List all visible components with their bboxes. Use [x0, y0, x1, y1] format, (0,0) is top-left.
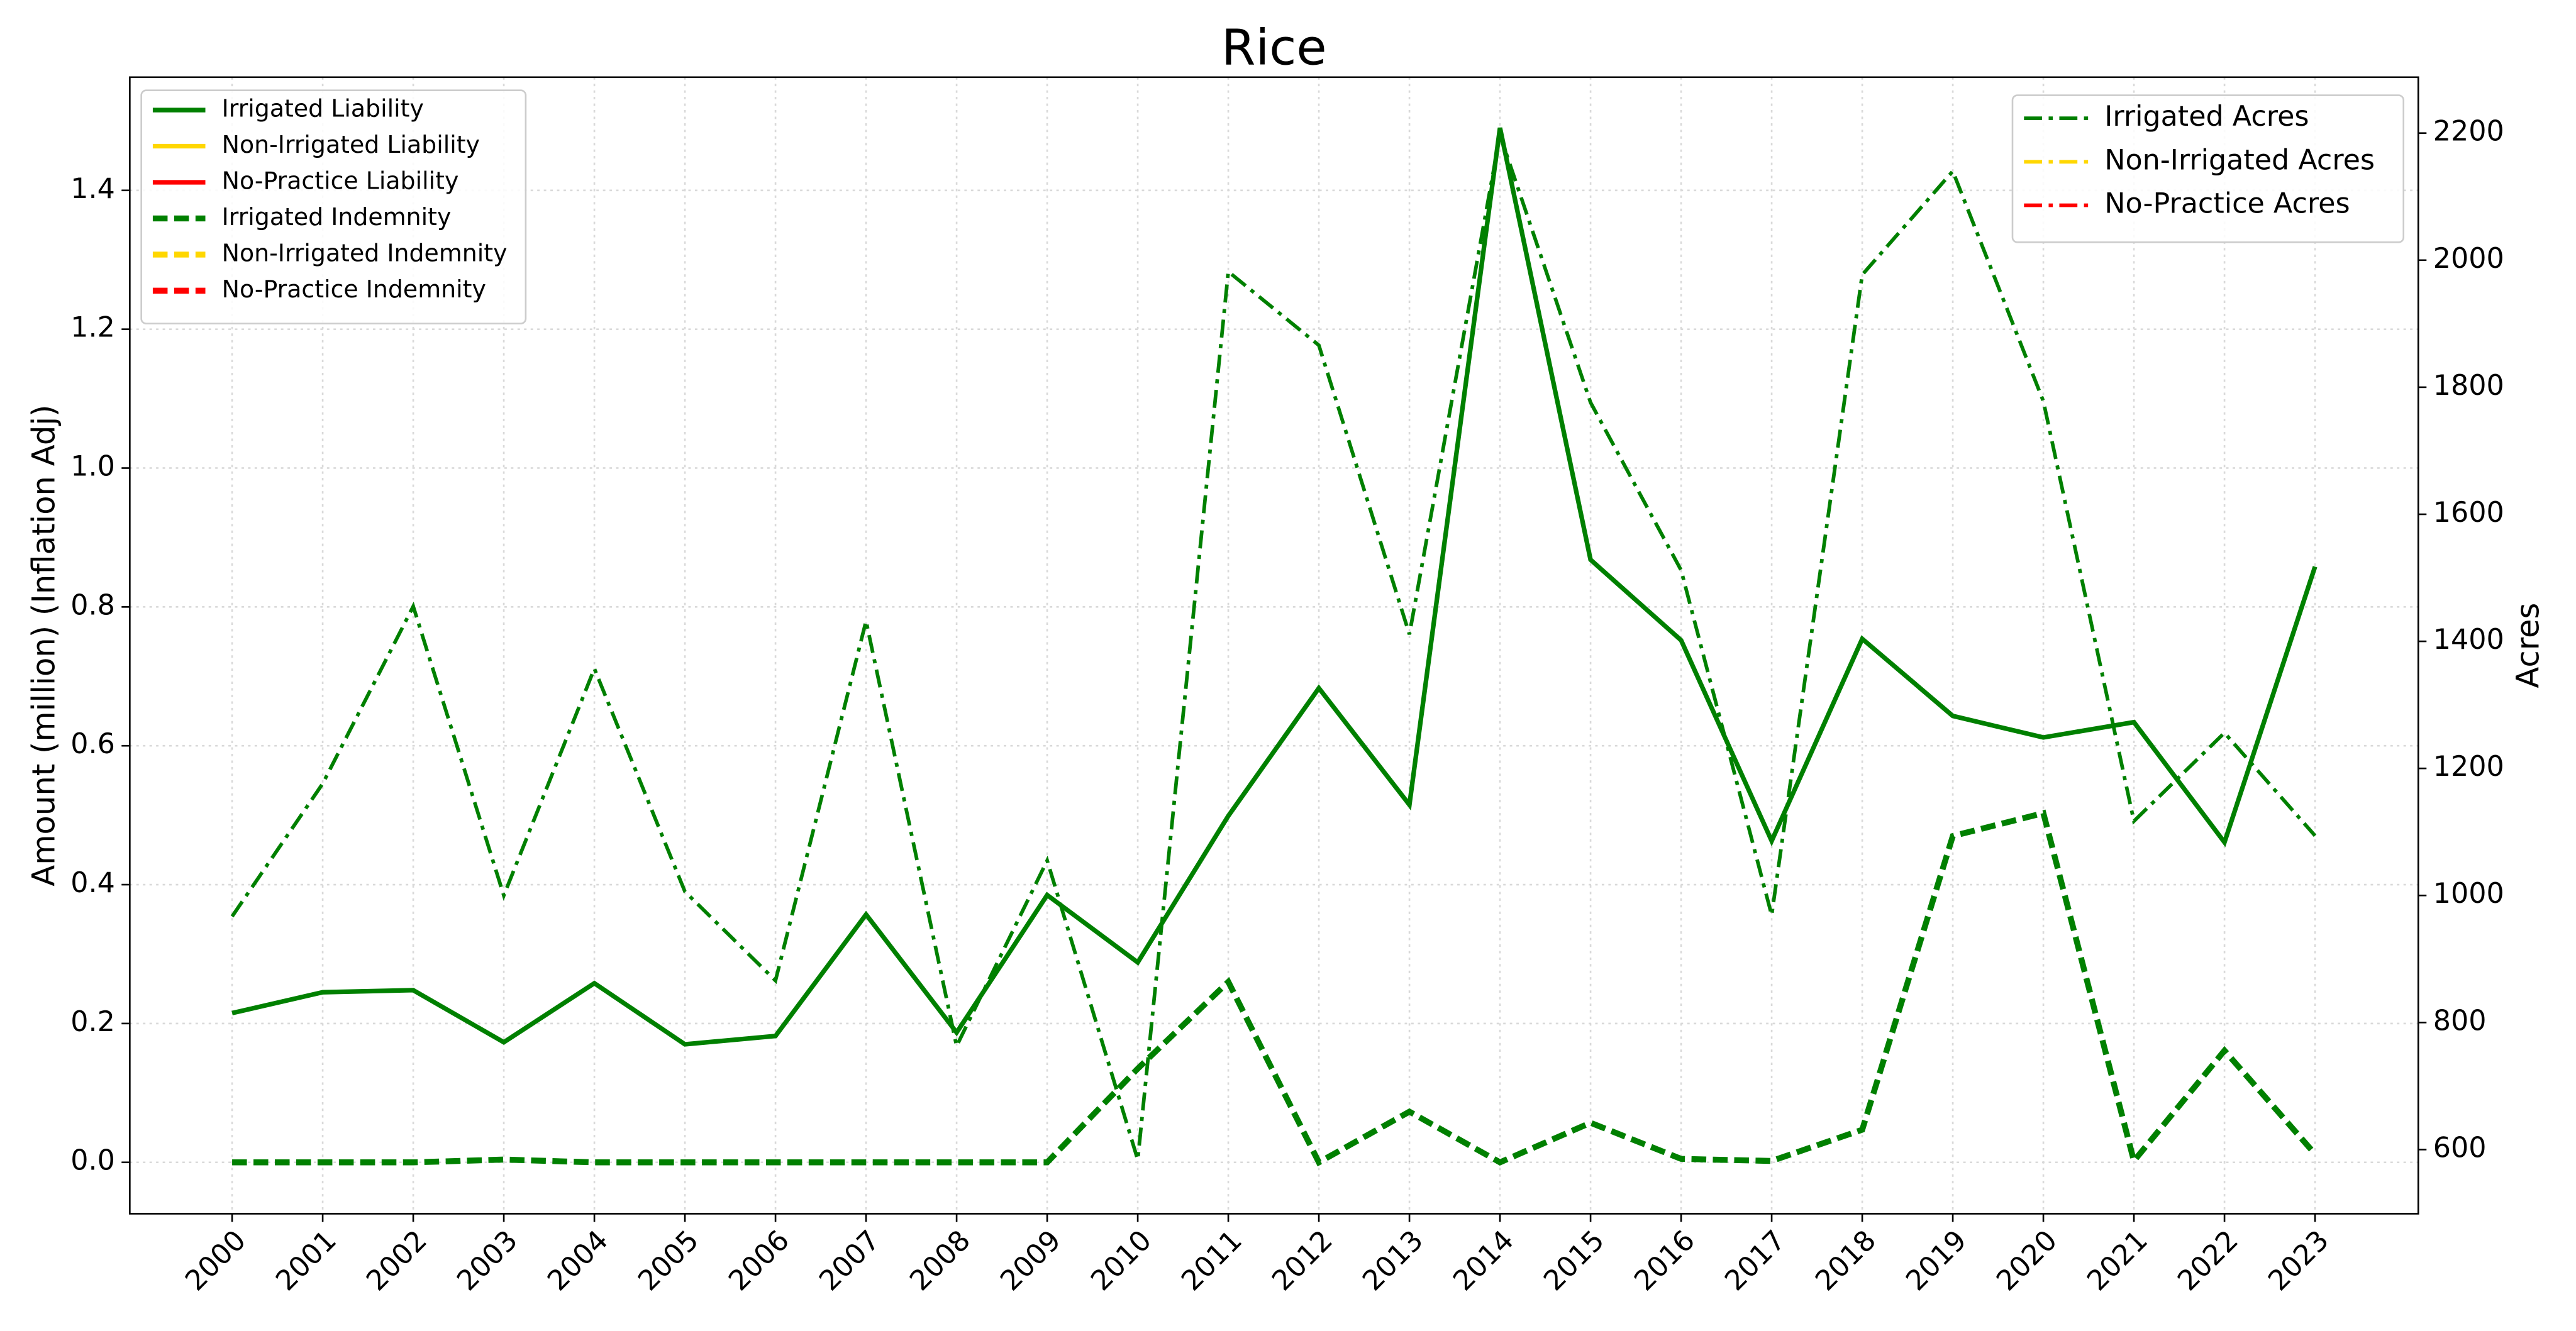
- legend-label: Irrigated Indemnity: [222, 203, 452, 231]
- y-tick-label: 1.2: [70, 312, 115, 344]
- data-line: [230, 128, 2317, 1161]
- y-tick-label: 0.0: [70, 1145, 115, 1177]
- y-axis-label: Amount (million) (Inflation Adj): [26, 404, 62, 886]
- legend-label: Non-Irrigated Indemnity: [222, 239, 508, 267]
- legend-label: No-Practice Indemnity: [222, 275, 486, 303]
- y2-tick-label: 1200: [2433, 751, 2504, 783]
- chart-title: Rice: [1221, 19, 1327, 76]
- y2-tick-label: 800: [2433, 1005, 2487, 1037]
- y2-tick-label: 1600: [2433, 497, 2504, 529]
- legend-label: Irrigated Liability: [222, 95, 424, 123]
- data-line: [231, 127, 2318, 1047]
- legend-label: No-Practice Liability: [222, 167, 459, 194]
- y2-tick-label: 2000: [2433, 243, 2504, 275]
- y-tick-label: 0.6: [70, 728, 115, 760]
- y2-tick-label: 1000: [2433, 878, 2504, 910]
- y-tick-label: 1.0: [70, 450, 115, 482]
- y2-axis-label: Acres: [2509, 603, 2546, 688]
- y2-tick-label: 600: [2433, 1132, 2487, 1164]
- y2-tick-label: 1400: [2433, 624, 2504, 656]
- legend-label: Non-Irrigated Liability: [222, 131, 480, 158]
- y-tick-label: 1.4: [70, 173, 115, 205]
- legend-label: Irrigated Acres: [2104, 101, 2309, 133]
- data-line: [232, 809, 2318, 1168]
- legend-box: [2011, 94, 2405, 243]
- y2-tick-label: 1800: [2433, 370, 2504, 402]
- legend-label: Non-Irrigated Acres: [2104, 144, 2375, 176]
- legend-label: No-Practice Acres: [2104, 188, 2350, 220]
- y-tick-label: 0.8: [70, 589, 115, 621]
- y-tick-label: 0.2: [70, 1006, 115, 1038]
- y2-tick-label: 2200: [2433, 116, 2504, 148]
- legend-box: [140, 89, 527, 324]
- y-tick-label: 0.4: [70, 867, 115, 899]
- plot-frame: [129, 76, 2419, 1215]
